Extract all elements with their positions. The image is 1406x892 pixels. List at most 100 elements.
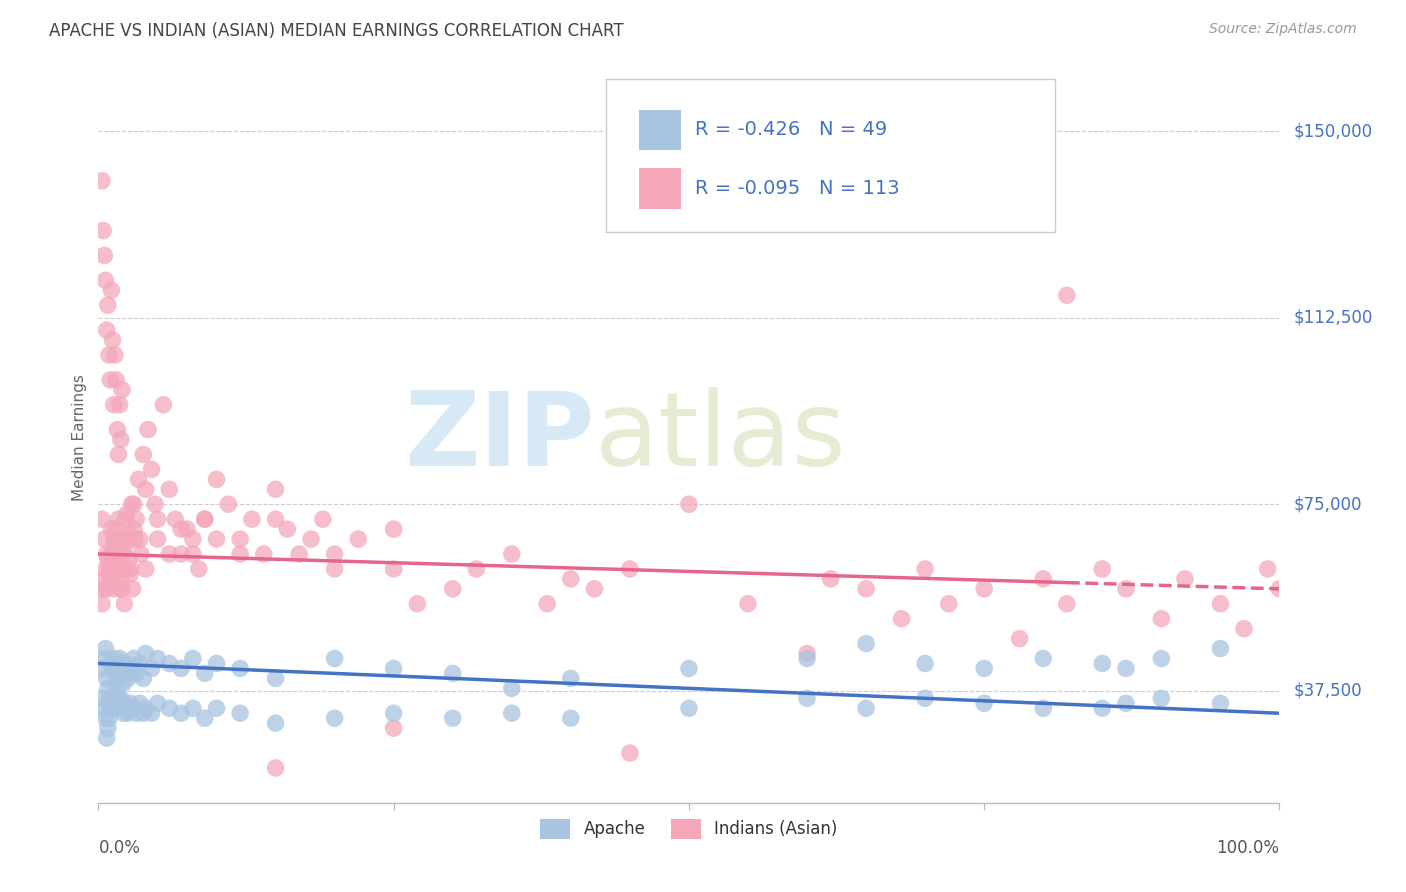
Point <box>108 651 131 665</box>
Point <box>264 761 287 775</box>
Point <box>94 641 117 656</box>
Point <box>105 701 128 715</box>
Point <box>96 672 118 686</box>
Point <box>1174 572 1197 586</box>
Point <box>107 661 129 675</box>
Point <box>973 696 995 710</box>
Point <box>1268 582 1291 596</box>
Point <box>141 706 163 721</box>
Point <box>205 657 228 671</box>
Point <box>98 701 121 715</box>
FancyBboxPatch shape <box>640 169 681 209</box>
Point <box>560 672 582 686</box>
Point <box>132 448 155 462</box>
Point <box>128 696 150 710</box>
Point <box>120 661 142 675</box>
Point <box>1115 696 1137 710</box>
Point <box>217 497 239 511</box>
Point <box>120 566 142 581</box>
Point <box>146 651 169 665</box>
Point <box>132 706 155 721</box>
Point <box>93 532 115 546</box>
Point <box>194 512 217 526</box>
Point <box>181 547 204 561</box>
Point <box>135 701 157 715</box>
Point <box>678 497 700 511</box>
Point <box>101 691 124 706</box>
Text: $75,000: $75,000 <box>1294 495 1362 513</box>
Text: R = -0.095   N = 113: R = -0.095 N = 113 <box>695 179 900 198</box>
Point <box>938 597 960 611</box>
Point <box>110 666 132 681</box>
Point <box>796 691 818 706</box>
Point <box>146 696 169 710</box>
Point <box>110 433 132 447</box>
FancyBboxPatch shape <box>640 110 681 150</box>
Point <box>125 666 148 681</box>
Point <box>157 547 180 561</box>
Point <box>441 582 464 596</box>
Point <box>264 716 287 731</box>
Point <box>181 532 204 546</box>
Point <box>152 398 174 412</box>
Point <box>105 522 128 536</box>
Point <box>97 298 120 312</box>
Point <box>1091 562 1114 576</box>
Point <box>93 651 115 665</box>
Point <box>1091 701 1114 715</box>
Point <box>382 661 405 675</box>
Point <box>382 721 405 735</box>
Point <box>181 651 204 665</box>
Point <box>108 701 131 715</box>
Point <box>117 532 139 546</box>
Point <box>796 647 818 661</box>
Point <box>141 462 163 476</box>
Point <box>91 224 114 238</box>
Point <box>122 651 145 665</box>
Point <box>112 706 135 721</box>
Point <box>176 522 198 536</box>
Point <box>194 711 217 725</box>
Point <box>619 562 641 576</box>
Point <box>157 657 180 671</box>
Point <box>105 691 128 706</box>
Point <box>441 666 464 681</box>
Point <box>914 562 936 576</box>
Text: 0.0%: 0.0% <box>98 839 141 857</box>
Point <box>501 547 523 561</box>
Point <box>1233 622 1256 636</box>
Point <box>583 582 606 596</box>
Point <box>96 731 118 745</box>
Legend: Apache, Indians (Asian): Apache, Indians (Asian) <box>534 812 844 846</box>
Point <box>117 527 139 541</box>
Point <box>128 472 150 486</box>
Point <box>101 333 124 347</box>
Point <box>855 636 877 650</box>
Point <box>96 547 118 561</box>
Point <box>94 273 117 287</box>
Point <box>678 701 700 715</box>
Point <box>103 696 125 710</box>
Point <box>91 174 114 188</box>
Point <box>98 348 121 362</box>
Text: $37,500: $37,500 <box>1294 681 1362 700</box>
Point <box>107 696 129 710</box>
Point <box>104 542 127 557</box>
Point <box>441 711 464 725</box>
Point <box>323 547 346 561</box>
Point <box>855 582 877 596</box>
Point <box>973 582 995 596</box>
Point <box>890 612 912 626</box>
Point <box>103 582 125 596</box>
Point <box>157 701 180 715</box>
Point <box>117 706 139 721</box>
Point <box>105 373 128 387</box>
Point <box>107 448 129 462</box>
Point <box>128 532 150 546</box>
Point <box>111 383 134 397</box>
Point <box>97 552 120 566</box>
Point <box>229 706 252 721</box>
Point <box>122 497 145 511</box>
Point <box>110 572 132 586</box>
Point <box>170 661 193 675</box>
